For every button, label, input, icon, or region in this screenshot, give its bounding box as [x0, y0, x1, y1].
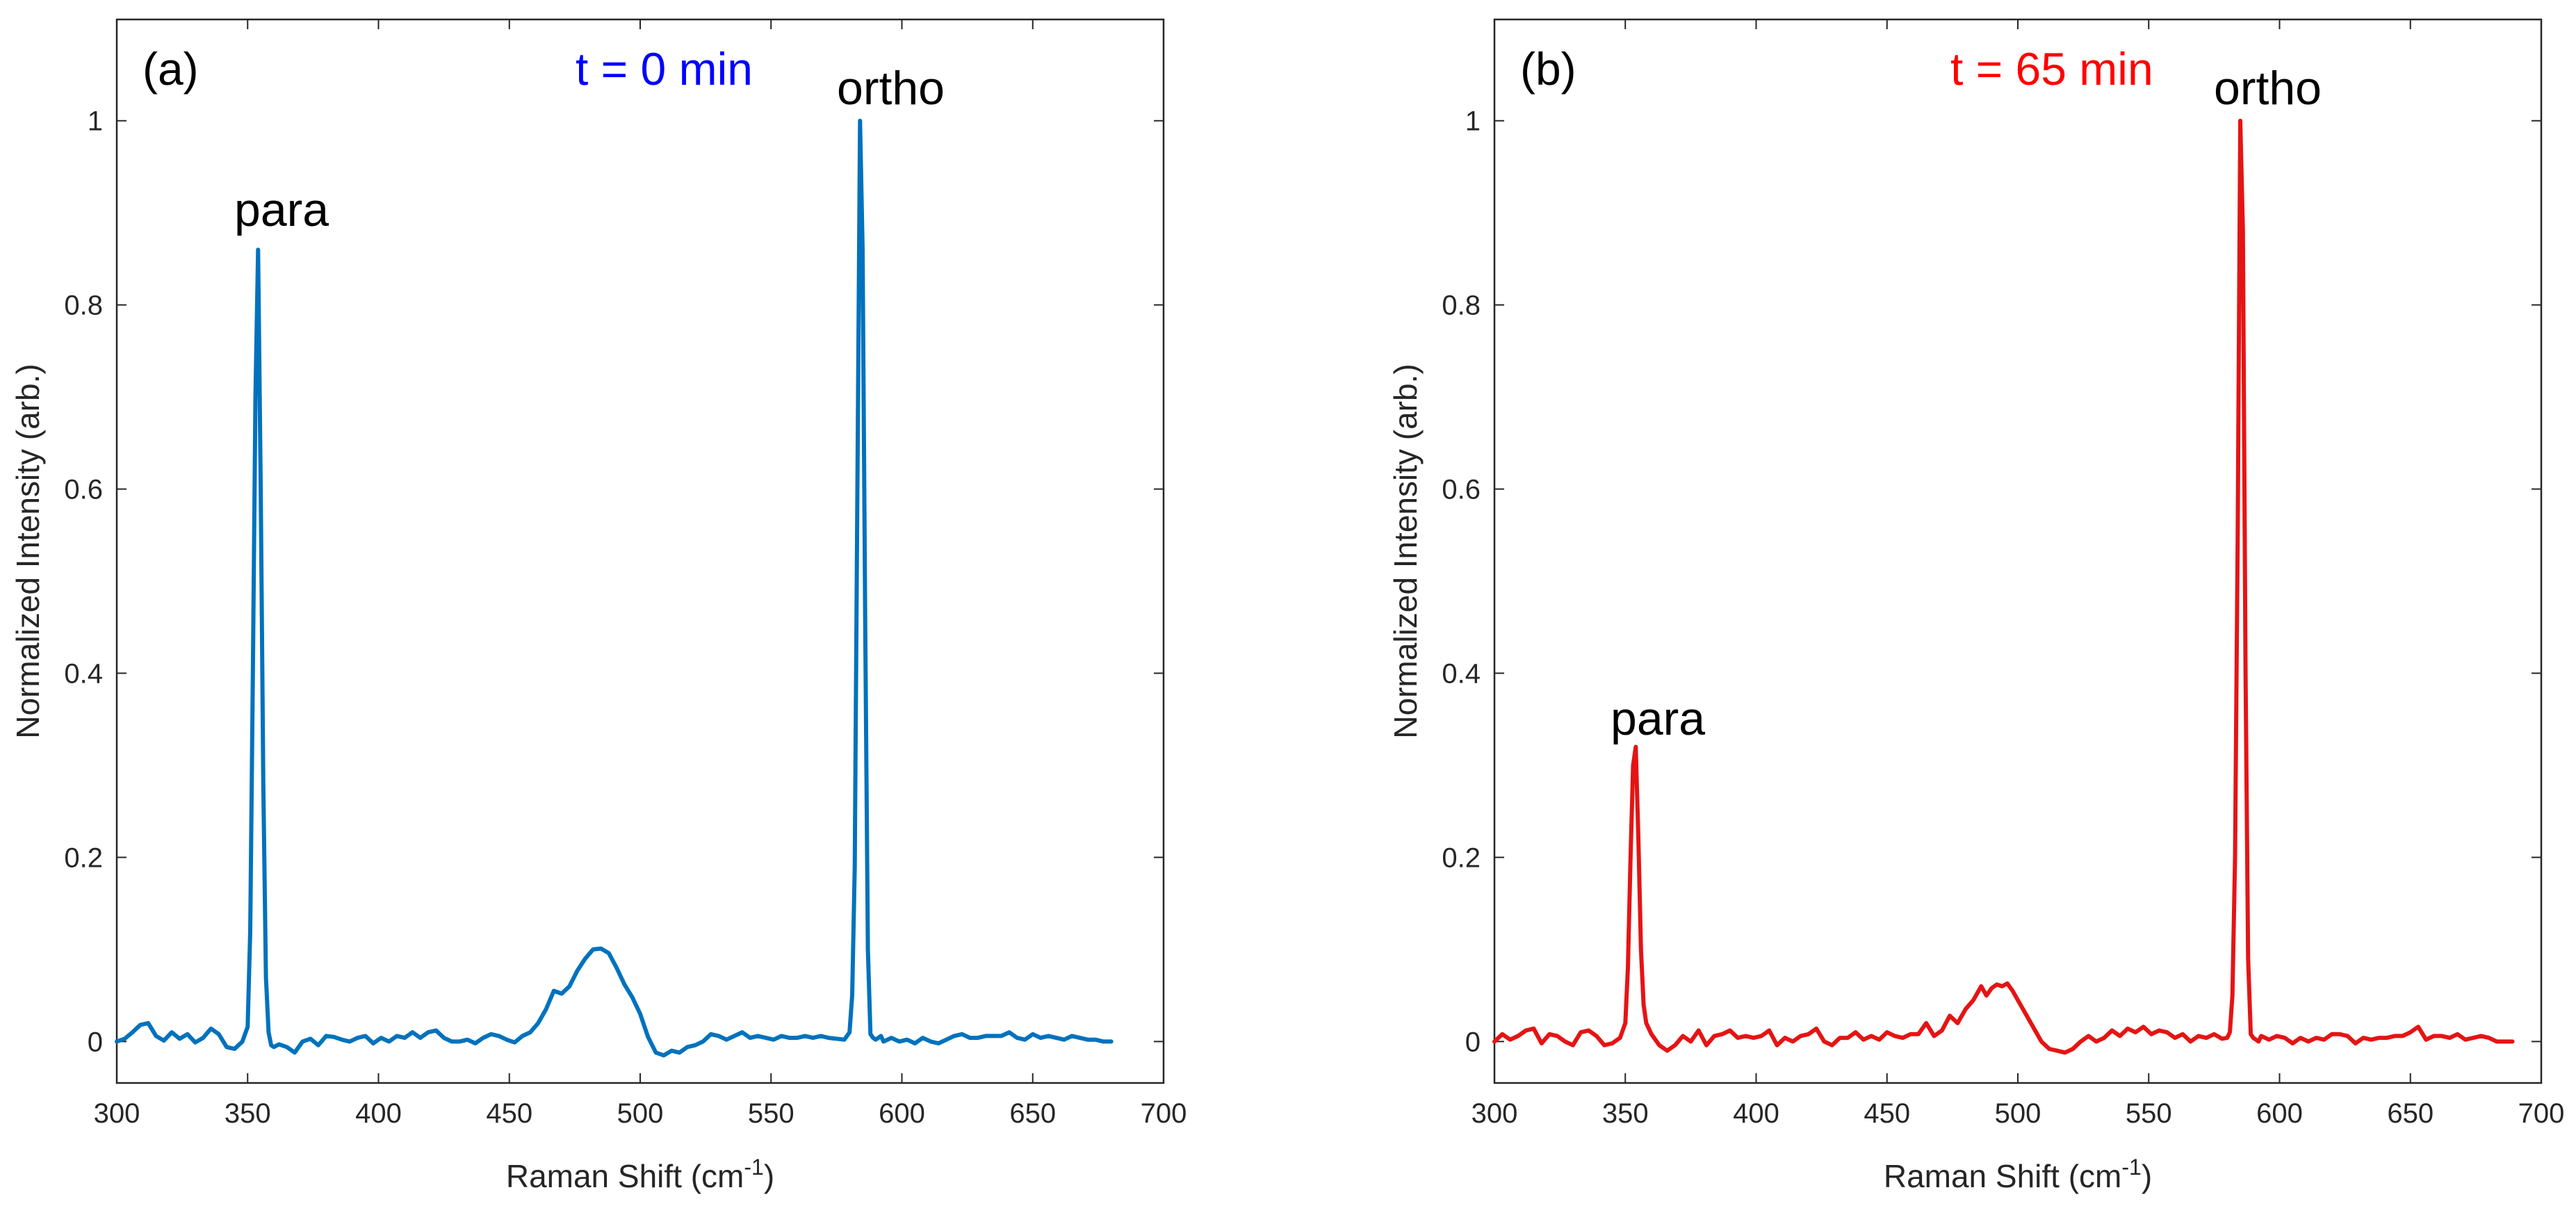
- y-tick-label-0-a: 0: [88, 1027, 103, 1057]
- y-tick-label-5-b: 1: [1465, 106, 1481, 137]
- series-a: [115, 118, 1114, 1058]
- tick-labels-a: 300 350 400 450 500 550 600 650 700 0 0.2 0.4 0.6 0.8…: [64, 106, 1187, 1129]
- x-tick-label-600-b: 600: [2256, 1098, 2303, 1129]
- x-tick-label-450-a: 450: [486, 1098, 532, 1129]
- y-axis-label-b: Normalized Intensity (arb.): [1387, 364, 1424, 738]
- panel-a: 300 350 400 450 500 550 600 650 700 0 0.2 0.4 0.6 0.8…: [10, 18, 1187, 1194]
- x-axis-label-end-b: ): [2142, 1158, 2152, 1194]
- x-tick-label-350-a: 350: [225, 1098, 271, 1129]
- x-tick-label-650-a: 650: [1009, 1098, 1056, 1129]
- x-axis-label-a: Raman Shift (cm-1): [506, 1155, 774, 1194]
- y-tick-label-1-a: 0.2: [64, 842, 103, 873]
- time-label-a: t = 0 min: [576, 43, 753, 95]
- plot-area-a: [115, 18, 1165, 1084]
- x-tick-label-500-b: 500: [1995, 1098, 2041, 1129]
- y-tick-label-3-b: 0.6: [1442, 475, 1481, 505]
- x-tick-label-300-b: 300: [1472, 1098, 1518, 1129]
- x-tick-label-600-a: 600: [879, 1098, 925, 1129]
- x-axis-label-end-a: ): [764, 1158, 774, 1194]
- x-tick-label-450-b: 450: [1864, 1098, 1910, 1129]
- panel-label-b: (b): [1520, 43, 1576, 95]
- x-tick-label-300-a: 300: [94, 1098, 140, 1129]
- y-tick-label-1-b: 0.2: [1442, 842, 1481, 873]
- x-axis-label-text-a: Raman Shift (cm: [506, 1158, 744, 1194]
- ticks-a: [116, 19, 1164, 1083]
- y-tick-label-3-a: 0.6: [64, 475, 103, 505]
- spectrum-line-b: [1492, 118, 2515, 1055]
- y-tick-label-0-b: 0: [1465, 1027, 1481, 1057]
- panel-b: 300 350 400 450 500 550 600 650 700 0 0.2 0.4 0.6 0.8…: [1387, 18, 2564, 1194]
- x-tick-label-550-b: 550: [2126, 1098, 2172, 1129]
- series-b: [1492, 118, 2515, 1055]
- x-tick-label-400-b: 400: [1733, 1098, 1779, 1129]
- plot-area-b: [1493, 18, 2543, 1084]
- x-tick-label-700-a: 700: [1141, 1098, 1187, 1129]
- annotation-para-b: para: [1611, 692, 1705, 745]
- x-tick-label-550-a: 550: [748, 1098, 794, 1129]
- x-tick-label-700-b: 700: [2518, 1098, 2565, 1129]
- y-tick-label-4-a: 0.8: [64, 291, 103, 321]
- tick-labels-b: 300 350 400 450 500 550 600 650 700 0 0.2 0.4 0.6 0.8…: [1442, 106, 2564, 1129]
- annotation-para-a: para: [234, 184, 329, 236]
- x-tick-label-400-a: 400: [355, 1098, 402, 1129]
- spectrum-line-a: [115, 118, 1114, 1058]
- y-tick-label-4-b: 0.8: [1442, 291, 1481, 321]
- x-axis-label-b: Raman Shift (cm-1): [1884, 1155, 2152, 1194]
- panel-label-a: (a): [142, 43, 199, 95]
- x-tick-label-500-a: 500: [617, 1098, 664, 1129]
- x-axis-label-sup-b: -1: [2121, 1155, 2141, 1180]
- x-axis-label-sup-a: -1: [744, 1155, 763, 1180]
- x-axis-label-text-b: Raman Shift (cm: [1884, 1158, 2122, 1194]
- ticks-b: [1494, 19, 2542, 1083]
- y-tick-label-5-a: 1: [88, 106, 103, 137]
- y-tick-label-2-b: 0.4: [1442, 659, 1481, 690]
- y-axis-label-a: Normalized Intensity (arb.): [10, 364, 46, 738]
- annotation-ortho-a: ortho: [837, 62, 945, 115]
- y-tick-label-2-a: 0.4: [64, 659, 103, 690]
- x-tick-label-350-b: 350: [1602, 1098, 1649, 1129]
- x-tick-label-650-b: 650: [2387, 1098, 2434, 1129]
- annotation-ortho-b: ortho: [2214, 62, 2322, 115]
- time-label-b: t = 65 min: [1950, 43, 2153, 95]
